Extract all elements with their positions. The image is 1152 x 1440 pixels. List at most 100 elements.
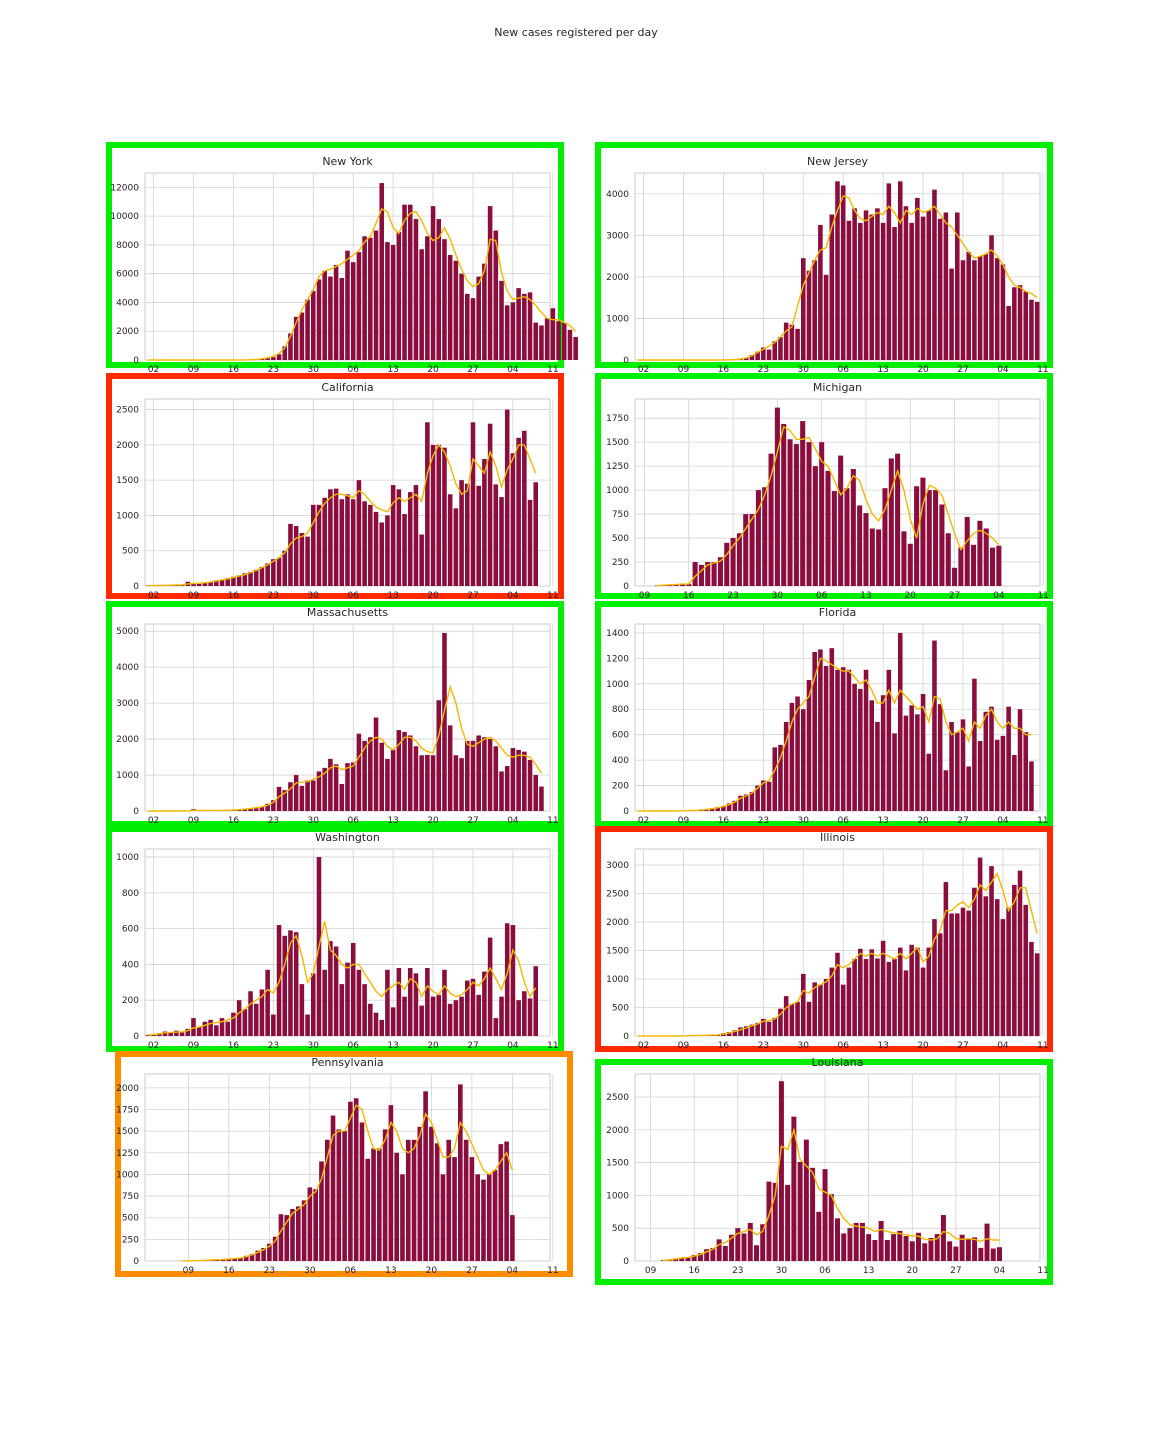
bar — [949, 268, 954, 360]
bar — [909, 705, 914, 811]
bar — [907, 543, 913, 586]
bar — [310, 504, 316, 586]
bar — [522, 293, 527, 360]
x-tick-label: 02 — [148, 816, 159, 826]
y-tick-label: 1000 — [116, 771, 139, 781]
bar — [333, 764, 339, 811]
bar — [960, 907, 966, 1036]
bar — [812, 466, 818, 586]
bar — [762, 487, 768, 586]
bar — [407, 204, 413, 360]
y-tick-label: 500 — [612, 534, 629, 544]
bar — [476, 485, 481, 586]
chart-title: Louisiana — [812, 1056, 864, 1069]
bar — [345, 494, 350, 586]
bar — [760, 1224, 766, 1261]
bar — [499, 280, 504, 360]
bar — [754, 1245, 759, 1261]
bar — [997, 1247, 1002, 1261]
bar — [847, 1228, 853, 1261]
bar — [903, 1236, 909, 1261]
bar — [886, 183, 892, 360]
bar — [761, 347, 766, 360]
x-tick-label: 30 — [772, 591, 784, 601]
bar — [350, 762, 356, 811]
bar — [679, 1257, 685, 1261]
bar — [761, 780, 766, 811]
bar — [248, 991, 253, 1036]
y-tick-label: 6000 — [116, 270, 139, 280]
chart-michigan: Michigan 0 250 500 750 1000 1250 1500 1750 09 16 23… — [606, 381, 1049, 601]
rolling-average-line — [662, 1127, 1000, 1261]
bar — [806, 442, 812, 586]
bar — [459, 758, 464, 811]
chart-new-jersey: New Jersey 0 1000 2000 3000 4000 02 09 16 23 30 06 1… — [606, 155, 1048, 375]
bar — [238, 1257, 243, 1261]
bar — [362, 740, 367, 811]
x-tick-label: 13 — [387, 816, 398, 826]
bar — [909, 222, 914, 360]
bar — [232, 1258, 237, 1261]
x-tick-label: 23 — [758, 1041, 769, 1051]
bar — [470, 298, 476, 360]
bar — [886, 669, 892, 811]
y-tick-label: 500 — [612, 1224, 629, 1234]
bar — [818, 224, 823, 360]
bar — [955, 732, 960, 811]
y-tick-label: 4000 — [116, 663, 139, 673]
frame-massachusetts — [106, 601, 564, 827]
y-tick-label: 0 — [623, 1032, 629, 1042]
bar — [293, 775, 299, 811]
bar — [402, 731, 407, 811]
bar — [989, 706, 994, 811]
bar — [724, 542, 730, 586]
bar — [803, 1139, 809, 1261]
bar — [219, 579, 225, 586]
bar — [949, 913, 954, 1036]
bar — [339, 784, 345, 811]
bar — [396, 231, 402, 360]
bar — [1000, 264, 1006, 360]
bar — [345, 250, 350, 360]
bar — [310, 973, 316, 1036]
bar — [390, 485, 396, 586]
x-tick-label: 16 — [718, 816, 730, 826]
bar — [743, 1026, 749, 1036]
y-tick-label: 600 — [612, 731, 629, 741]
bar — [977, 256, 983, 360]
y-tick-label: 200 — [612, 782, 629, 792]
bar — [447, 254, 453, 360]
bar — [499, 497, 504, 586]
y-tick-label: 0 — [623, 582, 629, 592]
bar — [749, 791, 755, 811]
x-tick-label: 04 — [993, 591, 1005, 601]
x-tick-label: 16 — [228, 1041, 240, 1051]
bar — [259, 806, 265, 811]
bar — [430, 996, 436, 1036]
bar — [476, 735, 481, 811]
bar — [876, 529, 882, 586]
bar — [379, 183, 385, 360]
bar — [926, 210, 932, 360]
bar — [242, 808, 248, 811]
bar — [527, 759, 533, 811]
bar — [265, 969, 270, 1036]
bar — [288, 930, 293, 1036]
bar — [316, 504, 322, 586]
bar — [255, 1250, 261, 1261]
bar — [810, 1167, 816, 1261]
bar — [278, 1214, 284, 1261]
bar — [972, 678, 977, 811]
y-tick-label: 0 — [133, 582, 139, 592]
bar — [265, 563, 270, 586]
x-tick-label: 11 — [1037, 816, 1048, 826]
bar — [916, 1232, 921, 1261]
bar — [493, 484, 499, 586]
x-tick-label: 16 — [228, 816, 240, 826]
bar — [310, 780, 316, 811]
bar — [806, 270, 812, 360]
bar — [966, 251, 971, 360]
bar — [544, 318, 550, 360]
bar — [943, 212, 949, 360]
bar — [522, 430, 527, 586]
